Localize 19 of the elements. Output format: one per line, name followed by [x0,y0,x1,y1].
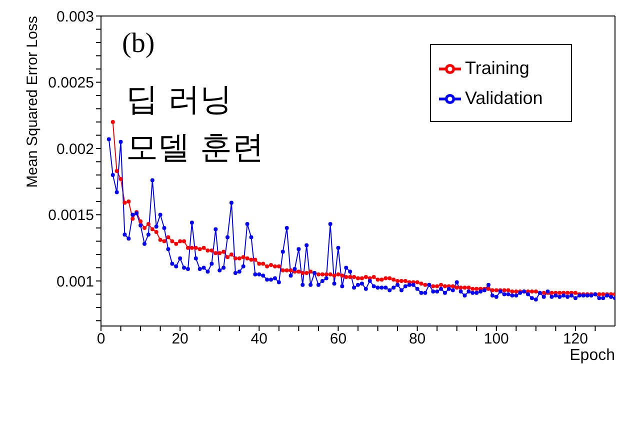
x-tick-label: 120 [562,330,588,348]
chart-title: (b) [122,28,155,60]
y-tick-label: 0.0015 [48,207,94,224]
annotation: 모델 훈련 [126,127,264,168]
annotation: 딥 러닝 [126,79,232,120]
x-tick-label: 0 [96,330,106,348]
y-tick-label: 0.0025 [48,74,94,92]
y-tick-label: 0.001 [56,273,94,290]
legend-label: Training [465,58,530,78]
y-axis-title: Mean Squared Error Loss [24,16,41,188]
y-tick-label: 0.003 [56,8,94,26]
x-tick-label: 60 [330,330,347,348]
x-tick-label: 40 [250,330,268,348]
x-tick-label: 80 [408,330,426,348]
x-tick-label: 20 [172,330,188,348]
x-axis-title: Epoch [570,347,615,364]
x-tick-label: 100 [484,330,509,348]
y-tick-label: 0.002 [56,140,94,158]
legend-label: Validation [465,88,543,108]
